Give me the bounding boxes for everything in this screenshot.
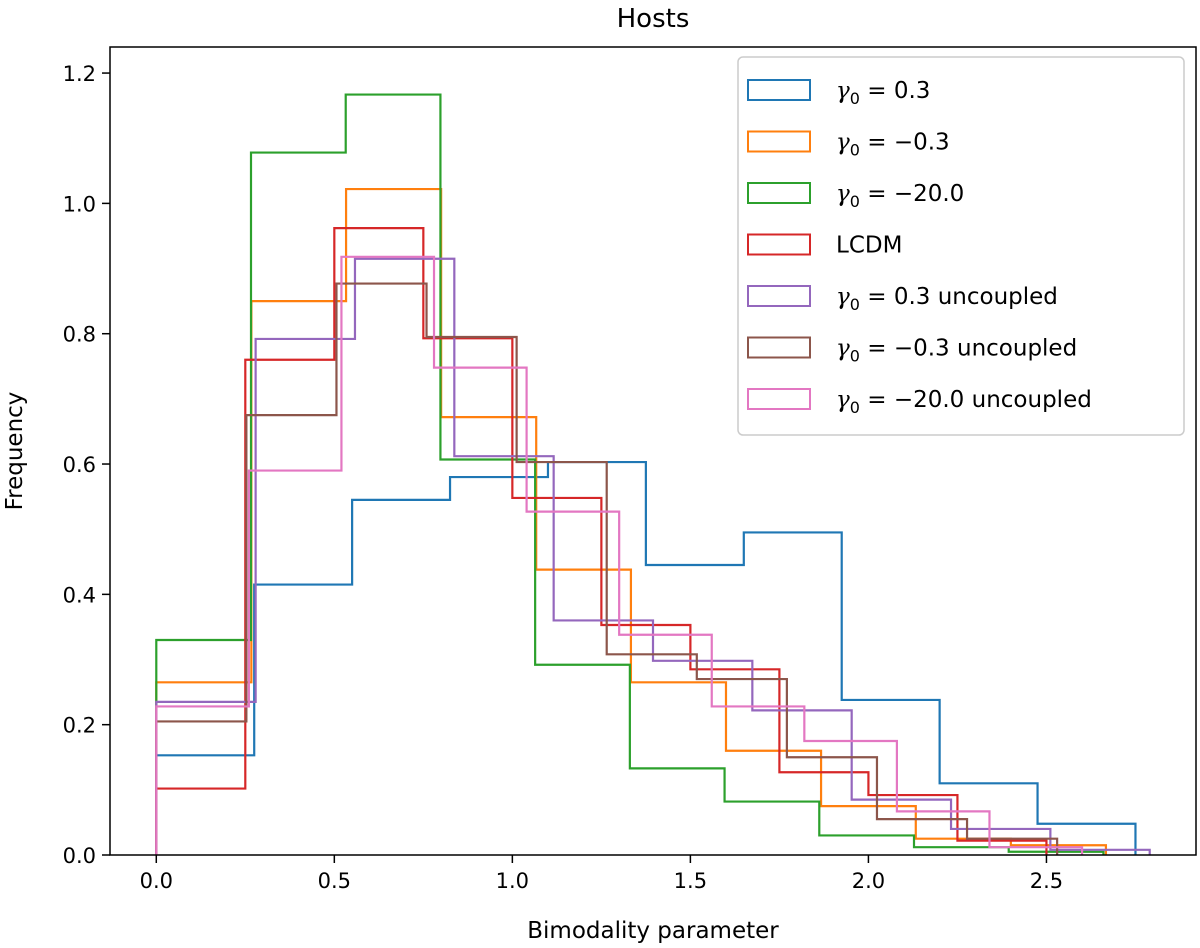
series-0-step-line (155, 460, 1137, 855)
x-tick-label: 2.5 (1030, 869, 1063, 893)
x-tick-label: 1.0 (496, 869, 529, 893)
legend-label: γ0 = −0.3 uncoupled (836, 336, 1077, 366)
legend-swatch (747, 336, 811, 359)
legend-label: LCDM (836, 233, 902, 259)
legend-label: γ0 = −0.3 (836, 130, 950, 160)
x-tick-label: 1.5 (674, 869, 707, 893)
series-5-step-line (155, 282, 1059, 855)
legend-swatch (747, 130, 811, 153)
y-tick-label: 0.0 (63, 844, 96, 868)
legend-swatch (747, 79, 811, 101)
x-axis-label: Bimodality parameter (527, 918, 779, 944)
legend-swatch (747, 233, 811, 256)
legend-box (737, 56, 1185, 436)
y-tick-label: 1.0 (63, 192, 96, 216)
y-tick-label: 0.4 (63, 583, 96, 607)
y-tick-label: 0.2 (63, 714, 96, 738)
y-tick-label: 1.2 (63, 62, 96, 86)
legend-label: γ0 = 0.3 uncoupled (836, 284, 1058, 314)
x-tick-label: 0.5 (318, 869, 351, 893)
legend-swatch (747, 285, 811, 307)
x-tick-label: 2.0 (852, 869, 885, 893)
legend-label: γ0 = 0.3 (836, 78, 930, 108)
y-axis-label: Frequency (2, 392, 28, 511)
legend-label: γ0 = −20.0 uncoupled (836, 387, 1092, 417)
chart-title: Hosts (617, 4, 690, 34)
series-4-step-line (155, 257, 1151, 855)
x-tick-label: 0.0 (140, 869, 173, 893)
series-2-step-line (155, 93, 1105, 855)
legend-label: γ0 = −20.0 (836, 181, 964, 211)
series-layer (155, 93, 1151, 855)
y-tick-label: 0.6 (63, 453, 96, 477)
series-3-step-line (155, 227, 1048, 855)
series-6-step-line (155, 255, 1084, 855)
legend: γ0 = 0.3 γ0 = −0.3 γ0 = −20.0 LCDM γ0 = 0.3 … (737, 56, 1185, 436)
legend-swatch (747, 182, 811, 204)
ticks-layer: 0.0 0.5 1.0 1.5 2.0 2.5 0.0 0.2 0.4 0.6 0.8 1.0 1.2 (63, 62, 1064, 893)
legend-swatch (747, 388, 811, 410)
plot-frame (109, 46, 1197, 856)
y-tick-label: 0.8 (63, 323, 96, 347)
